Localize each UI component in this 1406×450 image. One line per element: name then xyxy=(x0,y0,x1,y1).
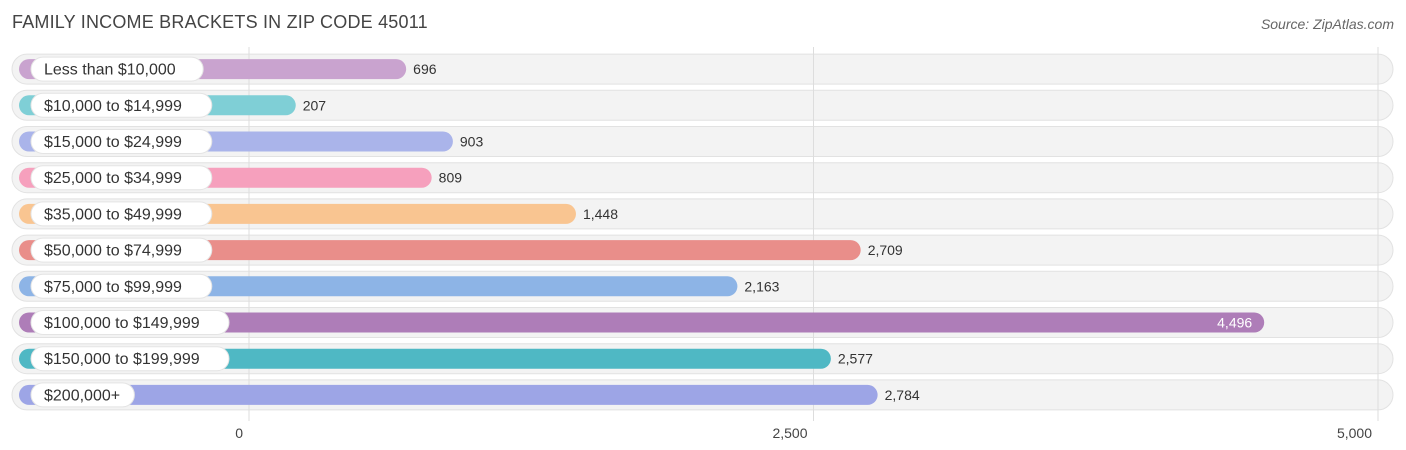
row-track xyxy=(11,89,1394,121)
value-label: 207 xyxy=(303,97,327,113)
category-label: $150,000 to $199,999 xyxy=(44,351,200,368)
value-label: 903 xyxy=(460,134,484,150)
category-label-bg xyxy=(30,346,230,372)
category-label: $15,000 to $24,999 xyxy=(44,134,182,151)
category-label-bg xyxy=(30,201,213,227)
category-label-bg xyxy=(30,92,213,118)
bar xyxy=(19,384,878,405)
category-label: Less than $10,000 xyxy=(44,62,176,79)
chart-title: FAMILY INCOME BRACKETS IN ZIP CODE 45011 xyxy=(12,12,428,32)
category-label: $35,000 to $49,999 xyxy=(44,206,182,223)
x-tick-label: 2,500 xyxy=(772,425,807,441)
bar xyxy=(19,240,861,261)
category-label: $100,000 to $149,999 xyxy=(44,315,200,332)
x-tick-label: 5,000 xyxy=(1337,425,1372,441)
source-label: Source: ZipAtlas.com xyxy=(1260,16,1394,32)
category-label: $25,000 to $34,999 xyxy=(44,170,182,187)
category-label-bg xyxy=(30,382,135,408)
value-label: 2,163 xyxy=(744,278,779,294)
value-label: 2,577 xyxy=(838,351,873,367)
x-tick-label: 0 xyxy=(235,425,243,441)
category-label-bg xyxy=(30,56,204,82)
value-label: 1,448 xyxy=(583,206,618,222)
category-label: $10,000 to $14,999 xyxy=(44,98,182,115)
category-label-bg xyxy=(30,165,213,191)
category-label-bg xyxy=(30,273,213,299)
category-label: $50,000 to $74,999 xyxy=(44,243,182,260)
value-label: 696 xyxy=(413,61,437,77)
bars: Less than $10,000 696 $10,000 to $14,999 20… xyxy=(19,56,1265,408)
value-label: 4,496 xyxy=(1217,315,1252,331)
category-label-bg xyxy=(30,310,230,335)
x-axis: 0 2,500 5,000 xyxy=(235,425,1372,441)
category-label-bg xyxy=(30,129,213,154)
value-label: 2,784 xyxy=(885,387,920,403)
bar xyxy=(19,312,1265,333)
value-label: 2,709 xyxy=(868,242,903,258)
category-label: $75,000 to $99,999 xyxy=(44,279,182,296)
category-label-bg xyxy=(30,237,213,263)
category-label: $200,000+ xyxy=(44,387,120,404)
value-label: 809 xyxy=(439,170,463,186)
